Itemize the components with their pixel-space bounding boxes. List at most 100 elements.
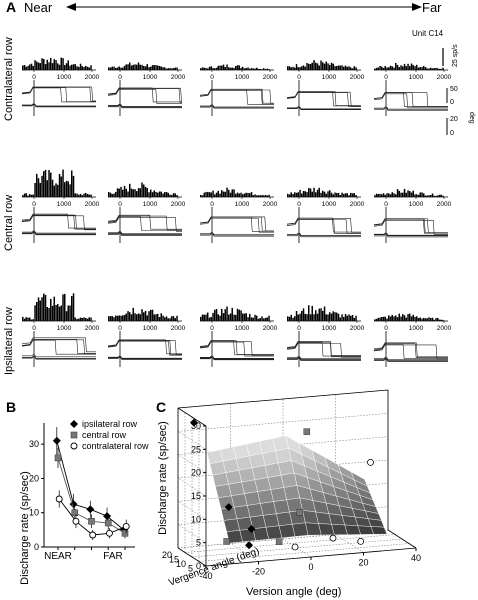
data-point <box>121 529 129 537</box>
histogram-bar <box>379 193 381 197</box>
histogram-bar <box>301 193 303 197</box>
eye-trace <box>21 86 96 102</box>
histogram-bar <box>90 194 92 197</box>
histogram-bar <box>231 189 233 197</box>
histogram-bar <box>395 63 397 70</box>
histogram-bar <box>381 317 383 321</box>
histogram-bar <box>426 68 428 70</box>
eye-trace <box>373 343 448 359</box>
histogram-bar <box>25 66 27 70</box>
rate-scale-bar: 25 sp/s <box>442 44 459 67</box>
histogram-bar <box>306 63 308 70</box>
eye-trace <box>374 107 448 111</box>
histogram-bar <box>266 68 268 70</box>
panel-a-grid: 0 1000 2000 0 1000 2000 0 1000 2000 0 1000 2000 0 100… <box>21 57 452 367</box>
histogram-bar <box>288 66 291 70</box>
eye-scale-tick: 50 <box>450 86 458 93</box>
legend-label: ipsilateral row <box>82 419 138 429</box>
data-point <box>69 500 78 509</box>
eye-trace <box>107 340 182 356</box>
histogram-bar <box>118 315 120 321</box>
time-tick-label: 1000 <box>57 325 72 332</box>
histogram-bar <box>311 191 313 197</box>
axis-edge <box>387 529 417 549</box>
histogram-bar <box>322 62 324 70</box>
histogram-bar <box>318 65 320 70</box>
histogram-bar <box>355 195 357 197</box>
histogram-bar <box>25 193 27 197</box>
histogram-bar <box>316 189 319 197</box>
histogram-bar <box>78 318 80 321</box>
histogram-bar <box>388 193 390 197</box>
histogram-bar <box>160 191 162 197</box>
histogram-bar <box>39 183 41 197</box>
histogram-bar <box>391 66 393 70</box>
histogram-bar <box>240 192 242 197</box>
histogram-bar <box>174 193 176 197</box>
histogram-bar <box>139 314 141 321</box>
histogram-bar <box>41 175 43 197</box>
histogram-bar <box>405 66 407 70</box>
grid-line <box>184 534 396 553</box>
histogram-bar <box>200 195 202 197</box>
eye-trace <box>286 341 361 356</box>
histogram-bar <box>297 314 299 321</box>
histogram-bar <box>167 318 169 321</box>
eye-trace <box>107 87 182 103</box>
histogram-bar <box>51 179 54 197</box>
panel-b-label: B <box>6 399 16 415</box>
histogram-bar <box>76 66 78 70</box>
data-point <box>367 458 374 466</box>
panel-b-ylabel: Discharge rate (sp/sec) <box>19 471 31 585</box>
histogram-bar <box>64 182 66 197</box>
histogram-bar <box>74 64 76 70</box>
histogram-bar <box>391 192 393 197</box>
histogram-bar <box>130 314 133 321</box>
histogram-bar <box>256 315 258 321</box>
eye-trace <box>199 218 274 233</box>
histogram-bar <box>440 68 442 70</box>
eye-scale: 50 0 20 0 deg <box>446 86 475 137</box>
eye-trace <box>21 215 96 231</box>
near-label: Near <box>24 0 53 15</box>
histogram-bar <box>396 64 399 70</box>
histogram-bar <box>43 59 45 70</box>
eye-trace <box>373 344 448 359</box>
histogram-bar <box>374 319 376 321</box>
eye-trace <box>199 341 274 357</box>
histogram-bar <box>205 67 207 70</box>
eye-trace <box>199 340 274 356</box>
eye-trace <box>108 233 182 237</box>
histogram-bar <box>339 65 341 70</box>
histogram-bar <box>36 173 38 197</box>
histogram-bar <box>155 191 157 197</box>
histogram-bar <box>398 190 400 197</box>
histogram-bar <box>172 316 175 321</box>
histogram-bar <box>153 190 155 197</box>
time-tick-label: 1000 <box>322 325 337 332</box>
histogram-bar <box>337 313 340 321</box>
histogram-bar <box>428 195 430 197</box>
eye-trace <box>287 234 361 238</box>
histogram-bar <box>207 312 209 321</box>
data-point <box>52 436 61 445</box>
histogram-bar <box>430 318 432 321</box>
histogram-bar <box>134 189 136 197</box>
grid-line <box>177 477 207 497</box>
eye-trace <box>287 358 361 362</box>
histogram-bar <box>318 187 320 197</box>
data-point <box>303 428 311 435</box>
histogram-bar <box>64 293 66 321</box>
time-tick-label: 2000 <box>350 74 365 81</box>
data-point <box>104 519 112 527</box>
histogram-bar <box>389 194 392 197</box>
histogram-bar <box>235 66 237 70</box>
histogram-bar <box>263 195 265 197</box>
histogram-bar <box>129 312 131 321</box>
histogram-bar <box>201 67 204 70</box>
histogram-bar <box>57 63 59 70</box>
histogram-bar <box>44 169 47 197</box>
time-tick-label: 1000 <box>143 325 158 332</box>
histogram-bar <box>440 194 442 197</box>
x-tick-label: 0 <box>308 562 313 572</box>
